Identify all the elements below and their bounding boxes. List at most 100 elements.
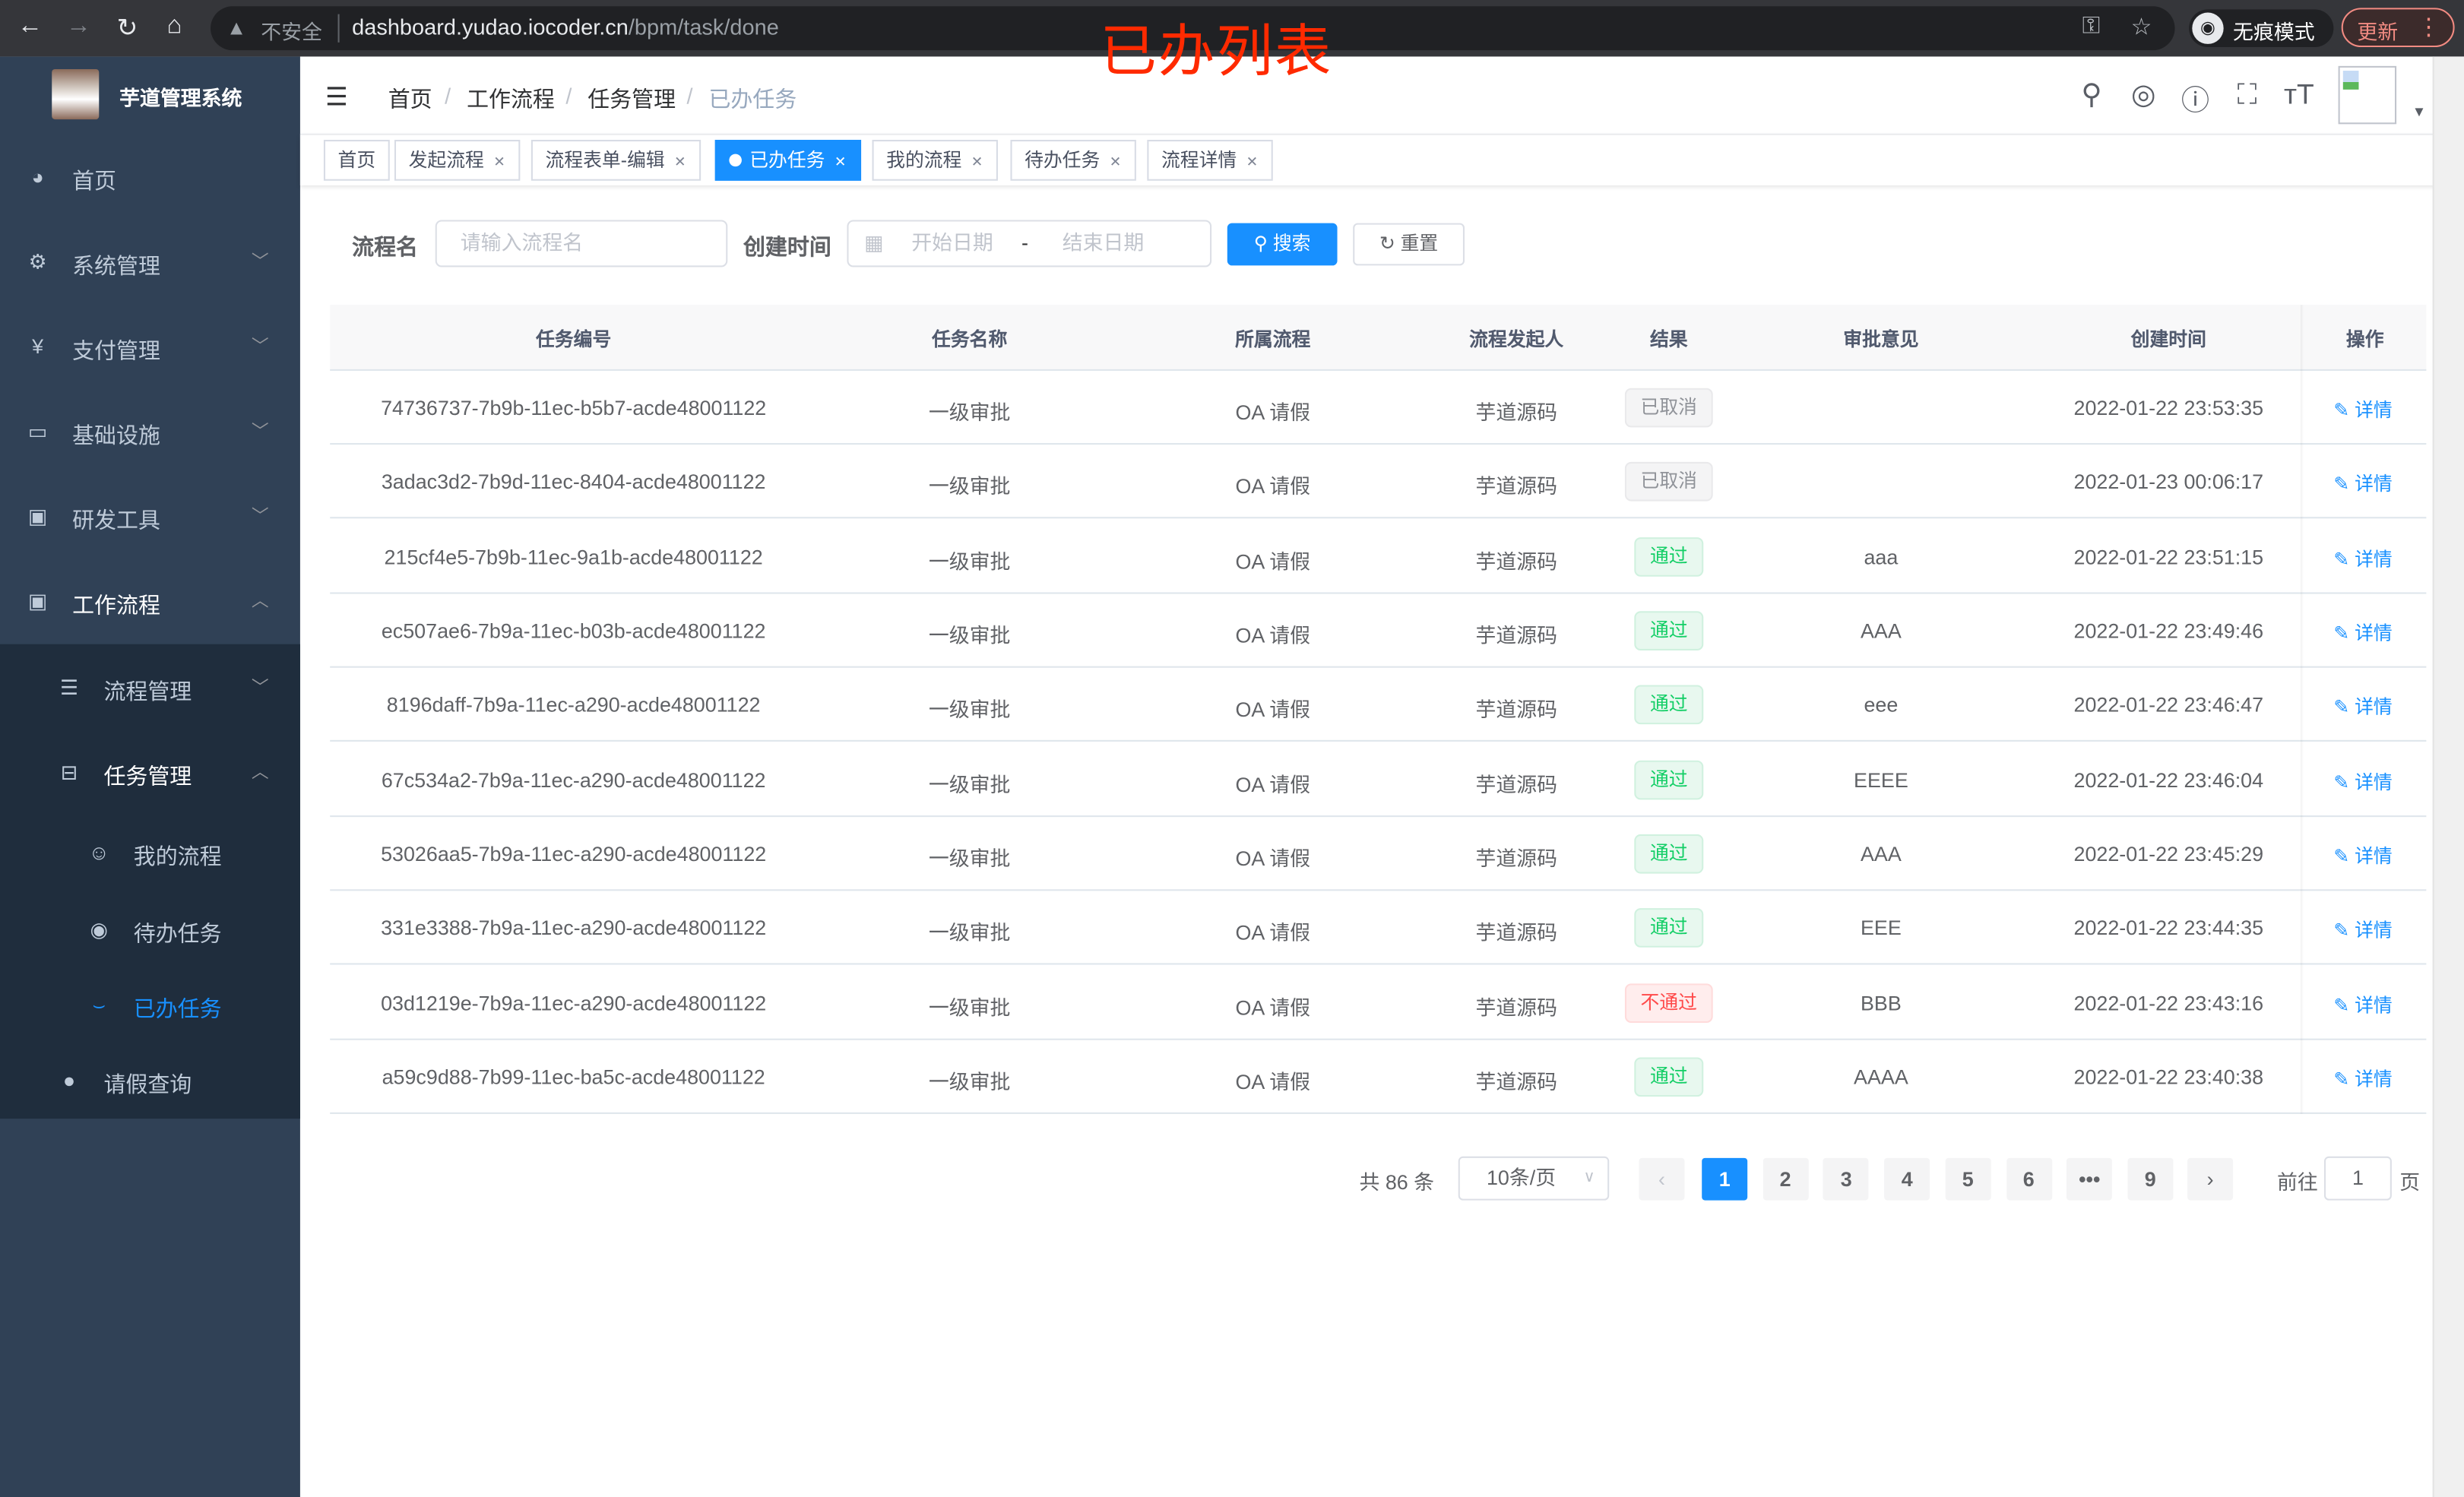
tag-start-process[interactable]: 发起流程 ✕ bbox=[394, 140, 520, 181]
detail-button[interactable]: ✎ 详情 bbox=[2333, 470, 2392, 497]
refresh-icon: ↻ bbox=[1379, 233, 1401, 255]
tag-my-process[interactable]: 我的流程 ✕ bbox=[872, 140, 998, 181]
close-icon[interactable]: ✕ bbox=[971, 153, 983, 170]
date-range-picker[interactable]: ▦ 开始日期 - 结束日期 bbox=[847, 220, 1212, 267]
result-badge: 通过 bbox=[1634, 1057, 1704, 1097]
sidebar-item-label: 系统管理 bbox=[72, 252, 160, 278]
goto-page-input[interactable]: 1 bbox=[2323, 1156, 2392, 1201]
fullscreen-icon[interactable]: ⛶ bbox=[2237, 78, 2257, 110]
more-menu-icon[interactable]: ⋮ bbox=[2416, 14, 2440, 41]
page-button[interactable]: 3 bbox=[1823, 1157, 1870, 1201]
start-date-placeholder[interactable]: 开始日期 bbox=[911, 230, 993, 255]
page-button[interactable]: 4 bbox=[1884, 1157, 1930, 1201]
result-badge: 通过 bbox=[1634, 760, 1704, 799]
sidebar-item-task-manage[interactable]: ⊟ 任务管理 ︿ bbox=[0, 742, 300, 805]
edit-icon: ✎ bbox=[2333, 919, 2355, 942]
caret-down-icon[interactable]: ▼ bbox=[2412, 103, 2427, 120]
breadcrumb-home[interactable]: 首页 bbox=[388, 86, 432, 112]
detail-button[interactable]: ✎ 详情 bbox=[2333, 619, 2392, 646]
address-bar[interactable] bbox=[211, 6, 2175, 51]
cell-starter: 芋道源码 bbox=[1475, 400, 1557, 425]
page-scrollbar[interactable] bbox=[2432, 56, 2464, 1497]
detail-button[interactable]: ✎ 详情 bbox=[2333, 396, 2392, 423]
cell-process: OA 请假 bbox=[1235, 475, 1311, 499]
page-button[interactable]: 6 bbox=[2006, 1157, 2052, 1201]
cell-task-name: 一级审批 bbox=[928, 698, 1011, 722]
page-button[interactable]: 5 bbox=[1945, 1157, 1991, 1201]
font-size-icon[interactable]: ᴛT bbox=[2283, 78, 2314, 110]
tag-process-detail[interactable]: 流程详情 ✕ bbox=[1147, 140, 1272, 181]
detail-button[interactable]: ✎ 详情 bbox=[2333, 1065, 2392, 1092]
page-button[interactable]: 1 bbox=[1702, 1157, 1748, 1201]
close-icon[interactable]: ✕ bbox=[674, 153, 686, 170]
sidebar-item-todo[interactable]: ◉ 待办任务 bbox=[0, 899, 300, 962]
sidebar-item-infra[interactable]: ▭ 基础设施 ﹀ bbox=[0, 400, 300, 464]
warning-icon: ▲ bbox=[226, 15, 247, 40]
hamburger-icon[interactable]: ☰ bbox=[325, 84, 348, 112]
page-size-select[interactable]: 10条/页 ∨ bbox=[1458, 1156, 1610, 1201]
close-icon[interactable]: ✕ bbox=[1246, 153, 1259, 170]
key-icon[interactable]: ⚿ bbox=[2082, 12, 2101, 40]
breadcrumb-task-manage[interactable]: 任务管理 bbox=[587, 86, 676, 112]
cell-starter: 芋道源码 bbox=[1475, 772, 1557, 796]
chevron-down-icon: ∨ bbox=[1583, 1169, 1595, 1187]
tag-form-edit[interactable]: 流程表单-编辑 ✕ bbox=[530, 140, 701, 181]
detail-button[interactable]: ✎ 详情 bbox=[2333, 545, 2392, 571]
cell-created-time: 2022-01-23 00:06:17 bbox=[2073, 470, 2264, 494]
reload-icon[interactable]: ↻ bbox=[116, 15, 138, 43]
search-button[interactable]: ⚲ 搜索 bbox=[1227, 223, 1338, 266]
cell-starter: 芋道源码 bbox=[1475, 847, 1557, 871]
close-icon[interactable]: ✕ bbox=[1109, 153, 1122, 170]
cell-process: OA 请假 bbox=[1235, 549, 1311, 574]
tag-label: 发起流程 bbox=[408, 149, 484, 172]
page-button[interactable]: 2 bbox=[1762, 1157, 1809, 1201]
home-icon[interactable]: ⌂ bbox=[166, 12, 182, 40]
tag-home[interactable]: 首页 bbox=[323, 140, 390, 181]
sidebar-item-devtools[interactable]: ▣ 研发工具 ﹀ bbox=[0, 486, 300, 549]
result-badge: 通过 bbox=[1634, 834, 1704, 874]
sidebar-item-done[interactable]: ⌣ 已办任务 bbox=[0, 974, 300, 1037]
sidebar-item-pay[interactable]: ¥ 支付管理 ﹀ bbox=[0, 316, 300, 379]
forward-icon[interactable]: → bbox=[65, 12, 91, 40]
prev-page-button[interactable]: ‹ bbox=[1639, 1157, 1685, 1201]
next-page-button[interactable]: › bbox=[2187, 1157, 2234, 1201]
sidebar-item-leave[interactable]: ● 请假查询 bbox=[0, 1049, 300, 1112]
detail-button[interactable]: ✎ 详情 bbox=[2333, 916, 2392, 943]
sidebar-item-process-manage[interactable]: ☰ 流程管理 ﹀ bbox=[0, 657, 300, 720]
cell-starter: 芋道源码 bbox=[1475, 549, 1557, 574]
help-icon[interactable]: ⓘ bbox=[2181, 84, 2210, 117]
sidebar-item-system[interactable]: ⚙ 系统管理 ﹀ bbox=[0, 231, 300, 294]
back-icon[interactable]: ← bbox=[17, 12, 43, 40]
url-text[interactable]: dashboard.yudao.iocoder.cn/bpm/task/done bbox=[352, 14, 779, 40]
detail-label: 详情 bbox=[2355, 771, 2393, 793]
star-icon[interactable]: ☆ bbox=[2130, 14, 2152, 41]
update-button[interactable] bbox=[2341, 8, 2455, 48]
search-button-label: 搜索 bbox=[1272, 233, 1311, 255]
reset-button[interactable]: ↻ 重置 bbox=[1353, 223, 1465, 266]
detail-button[interactable]: ✎ 详情 bbox=[2333, 991, 2392, 1018]
cell-process: OA 请假 bbox=[1235, 847, 1311, 871]
detail-button[interactable]: ✎ 详情 bbox=[2333, 694, 2392, 720]
tag-todo[interactable]: 待办任务 ✕ bbox=[1010, 140, 1135, 181]
close-icon[interactable]: ✕ bbox=[493, 153, 505, 170]
sidebar-item-home[interactable]: ◕ 首页 bbox=[0, 146, 300, 209]
result-badge: 通过 bbox=[1634, 908, 1704, 948]
cell-comment: BBB bbox=[1861, 991, 1902, 1015]
page-button[interactable]: 9 bbox=[2127, 1157, 2174, 1201]
cell-comment: aaa bbox=[1864, 544, 1899, 568]
process-name-input[interactable]: 请输入流程名 bbox=[435, 220, 728, 267]
search-icon[interactable]: ⚲ bbox=[2081, 78, 2102, 110]
sidebar-item-my-process[interactable]: ☺ 我的流程 bbox=[0, 821, 300, 885]
table-row: 8196daff-7b9a-11ec-a290-acde48001122 一级审批… bbox=[330, 669, 2427, 742]
end-date-placeholder[interactable]: 结束日期 bbox=[1062, 230, 1145, 255]
breadcrumb-workflow[interactable]: 工作流程 bbox=[467, 86, 555, 112]
github-icon[interactable]: ◎ bbox=[2130, 78, 2156, 110]
tag-done-tasks[interactable]: 已办任务 ✕ bbox=[714, 140, 861, 181]
cell-starter: 芋道源码 bbox=[1475, 921, 1557, 945]
more-pages-button[interactable]: ••• bbox=[2067, 1157, 2113, 1201]
detail-button[interactable]: ✎ 详情 bbox=[2333, 768, 2392, 795]
close-icon[interactable]: ✕ bbox=[834, 153, 847, 170]
sidebar-item-workflow[interactable]: ▣ 工作流程 ︿ bbox=[0, 571, 300, 634]
table-row: 74736737-7b9b-11ec-b5b7-acde48001122 一级审批… bbox=[330, 371, 2427, 445]
detail-button[interactable]: ✎ 详情 bbox=[2333, 842, 2392, 869]
